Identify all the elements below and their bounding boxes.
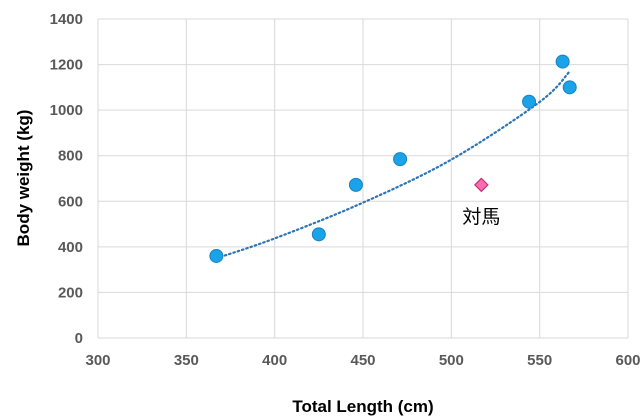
- x-axis-title: Total Length (cm): [292, 397, 433, 416]
- x-tick-label: 500: [439, 352, 464, 369]
- data-point-diamond: [474, 177, 489, 193]
- gridlines: [97, 18, 629, 339]
- y-tick-label: 400: [58, 239, 83, 256]
- data-point: [209, 248, 224, 263]
- x-tick-label: 350: [174, 352, 199, 369]
- data-points: [209, 54, 577, 263]
- data-point: [393, 152, 408, 167]
- data-point: [311, 227, 326, 242]
- y-tick-label: 600: [58, 193, 83, 210]
- data-point: [522, 94, 537, 109]
- x-tick-label: 550: [527, 352, 552, 369]
- x-tick-label: 450: [350, 352, 375, 369]
- data-point: [562, 80, 577, 95]
- data-point: [555, 54, 570, 69]
- trendline: [215, 70, 571, 260]
- point-annotation: 対馬: [462, 206, 500, 228]
- annotations: 対馬: [462, 206, 500, 228]
- x-tick-label: 600: [615, 352, 640, 369]
- y-tick-label: 1200: [50, 57, 83, 74]
- y-tick-label: 800: [58, 148, 83, 165]
- y-tick-label: 0: [75, 330, 83, 347]
- x-tick-label: 400: [262, 352, 287, 369]
- y-tick-label: 1000: [50, 102, 83, 119]
- y-tick-label: 1400: [50, 11, 83, 28]
- data-point: [348, 177, 363, 192]
- y-tick-label: 200: [58, 284, 83, 301]
- y-axis-title: Body weight (kg): [14, 110, 33, 247]
- trendline-group: [215, 70, 571, 260]
- tick-labels: 300 350 400 450 500 550 600 0 200 400 600 800 1000 12…: [50, 11, 640, 369]
- x-tick-label: 300: [85, 352, 110, 369]
